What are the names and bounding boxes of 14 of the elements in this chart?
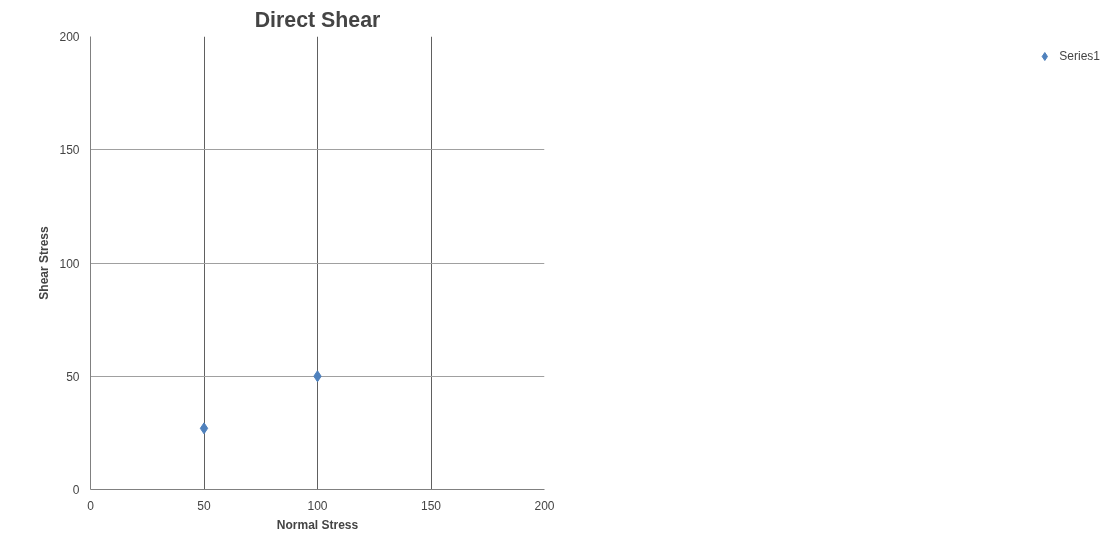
y-tick-label: 200 — [59, 30, 80, 44]
y-tick-label: 100 — [59, 256, 80, 271]
y-tick-label: 150 — [59, 143, 80, 158]
x-axis-title: Normal Stress — [276, 517, 359, 532]
y-tick-label: 0 — [72, 483, 80, 497]
x-tick-label: 50 — [197, 498, 211, 513]
x-tick-label: 200 — [534, 498, 555, 513]
x-tick-label: 150 — [420, 498, 442, 513]
x-tick-label: 100 — [307, 498, 328, 513]
y-tick-label: 50 — [66, 369, 80, 384]
y-axis-title: Shear Stress — [37, 225, 52, 300]
chart-title: Direct Shear — [254, 7, 381, 32]
x-tick-label: 0 — [87, 498, 95, 513]
legend-label: Series1 — [1059, 49, 1100, 63]
